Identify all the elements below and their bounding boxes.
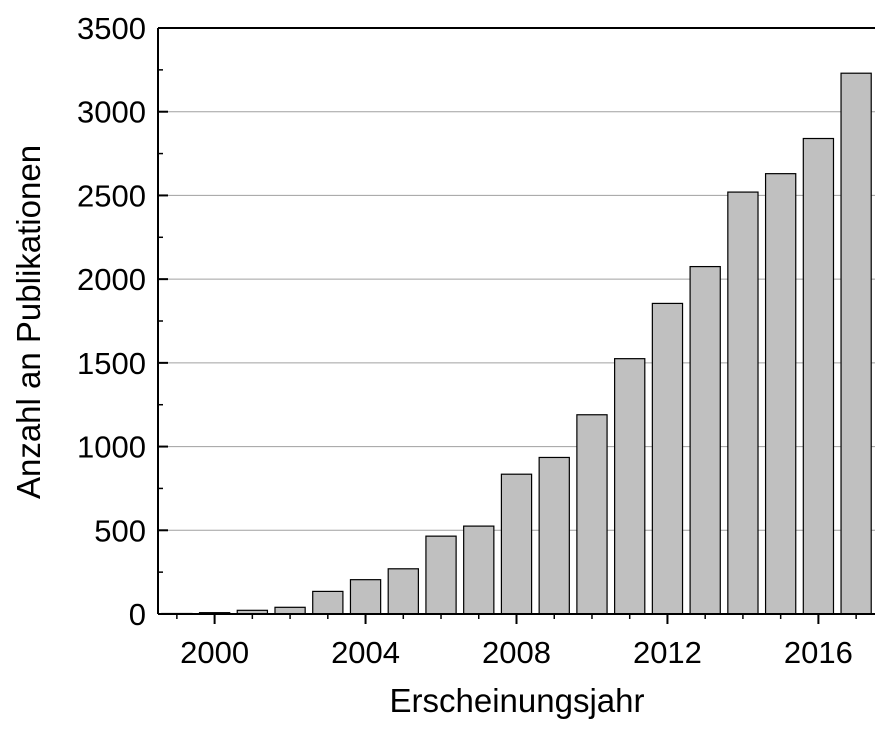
- bars: [161, 72, 872, 615]
- bar-2004: [349, 579, 382, 615]
- y-tick-label: 500: [94, 513, 146, 548]
- x-tick-labels: 2000 2004 2008 2012 2016: [180, 635, 853, 670]
- bar-2012: [651, 302, 684, 615]
- axes: [157, 27, 875, 624]
- bar-2002: [274, 606, 306, 615]
- bar-2009: [538, 456, 570, 615]
- y-tick-label: 2500: [77, 178, 146, 213]
- bar-2013: [689, 265, 721, 615]
- x-tick-label: 2004: [331, 635, 400, 670]
- y-tick-label: 1500: [77, 346, 146, 381]
- bar-2017: [840, 72, 872, 615]
- x-tick-label: 2016: [784, 635, 853, 670]
- bar-2007: [463, 525, 495, 615]
- y-tick-label: 1000: [77, 430, 146, 465]
- bar-2016: [802, 137, 835, 615]
- y-tick-labels: 0 500 1000 1500 2000 2500 3000 3500: [77, 11, 146, 632]
- x-axis-title: Erscheinungsjahr: [390, 682, 645, 719]
- x-tick-label: 2000: [180, 635, 249, 670]
- y-axis-title: Anzahl an Publikationen: [10, 145, 47, 499]
- bar-2010: [576, 414, 608, 615]
- bar-2003: [312, 590, 344, 615]
- bar-2011: [614, 358, 646, 615]
- bar-2005: [387, 568, 419, 615]
- bar-2015: [764, 173, 797, 615]
- y-tick-label: 3000: [77, 95, 146, 130]
- bar-2006: [425, 535, 457, 615]
- y-tick-label: 2000: [77, 262, 146, 297]
- y-tick-label: 0: [129, 597, 146, 632]
- bar-2014: [727, 191, 759, 615]
- bar-2008: [500, 473, 533, 615]
- x-tick-label: 2012: [633, 635, 702, 670]
- x-tick-label: 2008: [482, 635, 551, 670]
- y-tick-label: 3500: [77, 11, 146, 46]
